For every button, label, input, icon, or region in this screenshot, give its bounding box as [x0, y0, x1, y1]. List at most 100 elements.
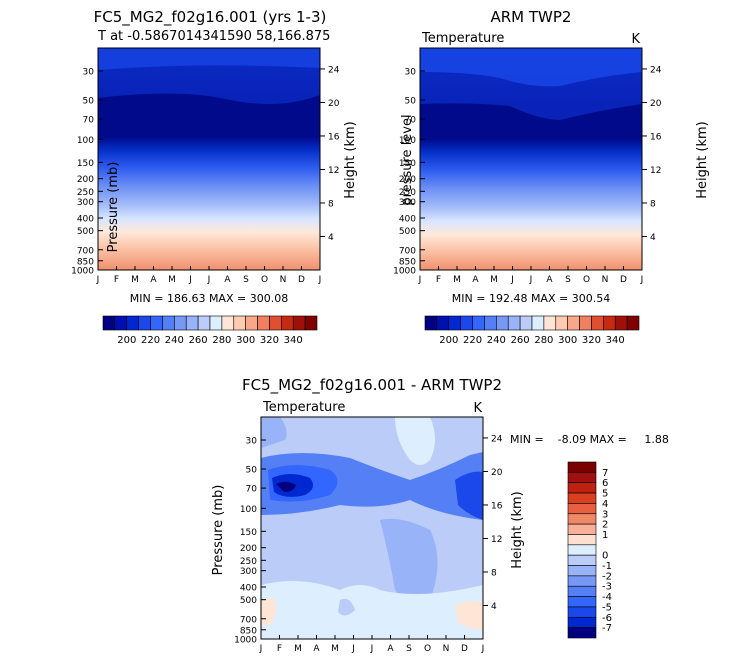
pressure-tick-label: 250 — [240, 557, 257, 567]
colorbar-swatch — [496, 315, 509, 331]
height-tick-label: 16 — [650, 132, 662, 142]
colorbar-swatch — [114, 315, 128, 331]
panel3-title: FC5_MG2_f02g16.001 - ARM TWP2 — [242, 376, 502, 395]
pressure-tick-label: 700 — [77, 246, 94, 256]
colorbar-label: 240 — [165, 335, 184, 346]
panel1-stats: MIN = 186.63 MAX = 300.08 — [130, 292, 288, 305]
pressure-tick-label: 100 — [240, 505, 257, 515]
height-tick-label: 8 — [328, 199, 334, 209]
month-tick-label: D — [620, 275, 627, 285]
panel3-colorbar — [567, 461, 597, 639]
panel3-height-axis: 24 20 16 12 8 4 — [483, 434, 503, 612]
pressure-tick-label: 200 — [240, 544, 257, 554]
pressure-tick-label: 300 — [77, 198, 94, 208]
colorbar-swatch — [507, 315, 521, 331]
colorbar-swatch — [531, 315, 545, 331]
colorbar-swatch — [162, 315, 175, 331]
panel1-plot — [97, 47, 321, 271]
month-tick-label: S — [406, 644, 412, 654]
pressure-tick-label: 850 — [399, 257, 416, 267]
colorbar-label: 0 — [602, 551, 608, 562]
pressure-tick-label: 30 — [405, 68, 417, 78]
colorbar-swatch — [436, 315, 450, 331]
height-tick-label: 20 — [491, 468, 503, 478]
colorbar-swatch — [197, 315, 211, 331]
pressure-tick-label: 150 — [399, 159, 416, 169]
height-tick-label: 12 — [491, 535, 502, 545]
pressure-tick-label: 1000 — [393, 267, 416, 277]
colorbar-swatch — [555, 315, 568, 331]
pressure-tick-label: 200 — [77, 175, 94, 185]
colorbar-swatch — [567, 315, 580, 331]
month-tick-label: M — [131, 275, 139, 285]
colorbar-swatch — [567, 616, 597, 628]
colorbar-swatch — [567, 523, 597, 535]
pressure-tick-label: 850 — [240, 626, 257, 636]
colorbar-swatch — [484, 315, 497, 331]
month-tick-label: N — [280, 275, 287, 285]
colorbar-swatch — [567, 544, 597, 556]
colorbar-label: -5 — [602, 602, 612, 613]
month-tick-label: J — [318, 275, 322, 285]
colorbar-swatch — [448, 315, 461, 331]
month-tick-label: A — [387, 644, 394, 654]
colorbar-swatch — [614, 315, 628, 331]
colorbar-swatch — [472, 315, 485, 331]
colorbar-label: 300 — [236, 335, 255, 346]
panel3-label-left: Temperature — [262, 400, 345, 415]
month-tick-label: J — [207, 275, 211, 285]
month-tick-label: J — [351, 644, 355, 654]
pressure-tick-label: 500 — [77, 227, 94, 237]
colorbar-swatch — [591, 315, 604, 331]
panel3-label-right: K — [473, 401, 482, 416]
colorbar-swatch — [138, 315, 151, 331]
panel2-label-left: Temperature — [421, 31, 504, 46]
month-tick-label: N — [602, 275, 609, 285]
panel1-subtitle: T at -0.5867014341590 58,166.875 — [97, 29, 330, 44]
pressure-tick-label: 100 — [399, 136, 416, 146]
colorbar-swatch — [424, 315, 438, 331]
pressure-tick-label: 200 — [399, 175, 416, 185]
colorbar-swatch — [567, 606, 597, 618]
colorbar-swatch — [185, 315, 199, 331]
colorbar-swatch — [126, 315, 139, 331]
panel2-ylabel-right: Height (km) — [695, 121, 710, 198]
month-tick-label: M — [168, 275, 176, 285]
colorbar-swatch — [460, 315, 473, 331]
colorbar-label: 1 — [602, 530, 608, 541]
colorbar-label: 5 — [602, 489, 608, 500]
height-tick-label: 12 — [328, 166, 339, 176]
panel1-ylabel-left: Pressure (mb) — [106, 162, 121, 253]
height-tick-label: 4 — [650, 233, 656, 243]
month-tick-label: M — [331, 644, 339, 654]
panel2-height-axis: 24 20 16 12 8 4 — [642, 65, 662, 243]
panel3-stats: MIN = -8.09 MAX = 1.88 — [510, 433, 669, 446]
pressure-tick-label: 30 — [83, 68, 95, 78]
pressure-tick-label: 500 — [240, 596, 257, 606]
panel3-plot — [260, 416, 484, 640]
panel2-ylabel-left: pressure level — [400, 114, 415, 205]
height-tick-label: 24 — [328, 65, 340, 75]
month-tick-label: M — [294, 644, 302, 654]
colorbar-swatch — [579, 315, 592, 331]
pressure-tick-label: 850 — [77, 257, 94, 267]
month-tick-label: J — [370, 644, 374, 654]
colorbar-label: 6 — [602, 478, 608, 489]
month-tick-label: J — [418, 275, 422, 285]
panel3-ylabel-right: Height (km) — [510, 491, 525, 568]
colorbar-swatch — [257, 315, 270, 331]
colorbar-swatch — [567, 554, 597, 566]
month-tick-label: A — [472, 275, 479, 285]
month-tick-label: J — [259, 644, 263, 654]
colorbar-swatch — [281, 315, 294, 331]
colorbar-swatch — [567, 534, 597, 546]
colorbar-label: 300 — [558, 335, 577, 346]
month-tick-label: J — [529, 275, 533, 285]
panel1-title: FC5_MG2_f02g16.001 (yrs 1-3) — [94, 8, 327, 27]
panel2-colorbar — [424, 315, 640, 331]
pressure-tick-label: 150 — [240, 528, 257, 538]
